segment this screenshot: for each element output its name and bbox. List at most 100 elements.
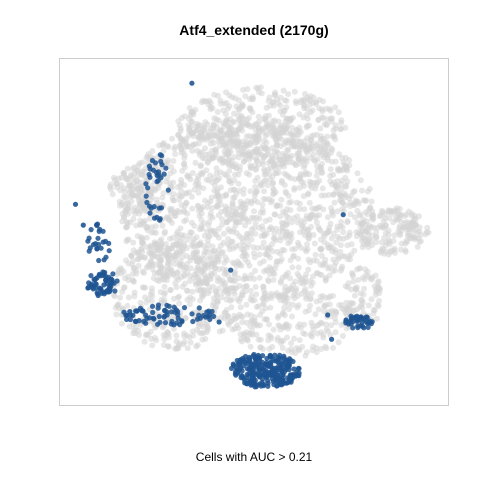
- background-cell-point: [332, 125, 339, 132]
- high-auc-cell-point: [127, 316, 133, 323]
- background-cell-point: [246, 330, 253, 337]
- high-auc-cell-point: [85, 238, 91, 244]
- background-cell-point: [197, 278, 203, 285]
- background-cell-point: [262, 116, 268, 123]
- background-cell-point: [318, 246, 325, 253]
- background-cell-point: [187, 339, 194, 346]
- background-cell-point: [359, 235, 366, 242]
- background-cell-point: [173, 284, 180, 291]
- high-auc-cell-point: [165, 187, 171, 193]
- high-auc-cell-point: [93, 276, 99, 282]
- background-cell-point: [274, 248, 281, 255]
- background-cell-point: [138, 197, 145, 203]
- background-cell-point: [194, 147, 201, 154]
- background-cell-point: [360, 291, 367, 298]
- high-auc-cell-point: [95, 291, 101, 297]
- background-cell-point: [243, 301, 250, 308]
- high-auc-cell-point: [359, 323, 365, 329]
- background-cell-point: [259, 295, 266, 302]
- background-cell-point: [338, 186, 345, 192]
- background-cell-point: [288, 219, 295, 226]
- background-cell-point: [111, 293, 118, 300]
- background-cell-point: [237, 313, 244, 320]
- background-cell-point: [310, 257, 317, 264]
- background-cell-point: [161, 248, 168, 254]
- background-cell-point: [107, 181, 114, 188]
- background-cell-point: [255, 336, 262, 343]
- background-cell-point: [271, 265, 278, 272]
- high-auc-cell-point: [105, 289, 112, 295]
- background-cell-point: [187, 265, 194, 272]
- background-cell-point: [312, 251, 319, 258]
- high-auc-cell-point: [278, 361, 284, 367]
- background-cell-point: [147, 328, 154, 335]
- background-cell-point: [135, 255, 142, 262]
- background-cell-point: [349, 300, 355, 307]
- background-cell-point: [325, 152, 332, 159]
- background-cell-point: [170, 168, 177, 175]
- background-cell-point: [170, 197, 177, 204]
- background-cell-point: [191, 222, 198, 229]
- background-cell-point: [277, 129, 284, 136]
- high-auc-cell-point: [150, 309, 156, 315]
- high-auc-cell-point: [293, 373, 299, 379]
- background-cell-point: [228, 157, 235, 164]
- background-cell-point: [385, 207, 392, 214]
- background-cell-point: [156, 278, 163, 284]
- background-cell-point: [397, 246, 404, 253]
- background-cell-point: [367, 204, 374, 211]
- background-cell-point: [313, 205, 320, 212]
- background-cell-point: [295, 264, 302, 271]
- background-cell-point: [145, 263, 152, 270]
- background-cell-point: [327, 115, 334, 122]
- background-cell-point: [200, 185, 207, 192]
- background-cell-point: [320, 206, 327, 213]
- background-cell-point: [371, 307, 378, 314]
- background-cell-point: [360, 219, 367, 226]
- high-auc-cell-point: [265, 369, 271, 375]
- high-auc-cell-point: [189, 311, 195, 317]
- high-auc-cell-point: [277, 366, 283, 373]
- background-cell-point: [313, 172, 320, 179]
- background-cell-point: [330, 230, 337, 237]
- high-auc-cell-point: [350, 325, 356, 331]
- background-cell-point: [273, 290, 280, 297]
- background-cell-point: [362, 266, 369, 273]
- background-cell-point: [260, 239, 267, 246]
- background-cell-point: [208, 248, 215, 255]
- background-cell-point: [242, 93, 249, 100]
- background-cell-point: [208, 136, 215, 143]
- background-cell-point: [395, 211, 402, 218]
- background-cell-point: [260, 153, 267, 160]
- background-cell-point: [354, 207, 361, 214]
- background-cell-point: [146, 215, 153, 222]
- background-cell-point: [253, 331, 260, 338]
- high-auc-cell-point: [267, 353, 273, 359]
- background-cell-point: [222, 206, 229, 213]
- background-cell-point: [216, 175, 223, 182]
- high-auc-cell-point: [354, 317, 361, 323]
- background-cell-point: [190, 249, 197, 256]
- background-cell-point: [181, 273, 188, 280]
- background-cell-point: [240, 158, 247, 165]
- background-cell-point: [306, 146, 312, 153]
- background-cell-point: [281, 247, 288, 254]
- background-cell-point: [369, 213, 376, 219]
- background-cell-point: [124, 302, 131, 309]
- background-cell-point: [117, 294, 124, 301]
- background-cell-point: [286, 159, 293, 166]
- high-auc-cell-point: [88, 227, 94, 233]
- background-cell-point: [256, 274, 263, 281]
- background-cell-point: [159, 252, 166, 259]
- background-cell-point: [260, 283, 267, 290]
- background-cell-point: [198, 268, 205, 275]
- background-cell-point: [141, 270, 147, 276]
- background-cell-point: [207, 198, 214, 205]
- background-cell-point: [292, 278, 299, 285]
- background-cell-point: [402, 248, 409, 255]
- background-cell-point: [257, 260, 264, 267]
- background-cell-point: [334, 182, 341, 189]
- background-cell-point: [165, 334, 172, 341]
- background-cell-point: [291, 88, 298, 95]
- high-auc-cell-point: [189, 80, 195, 86]
